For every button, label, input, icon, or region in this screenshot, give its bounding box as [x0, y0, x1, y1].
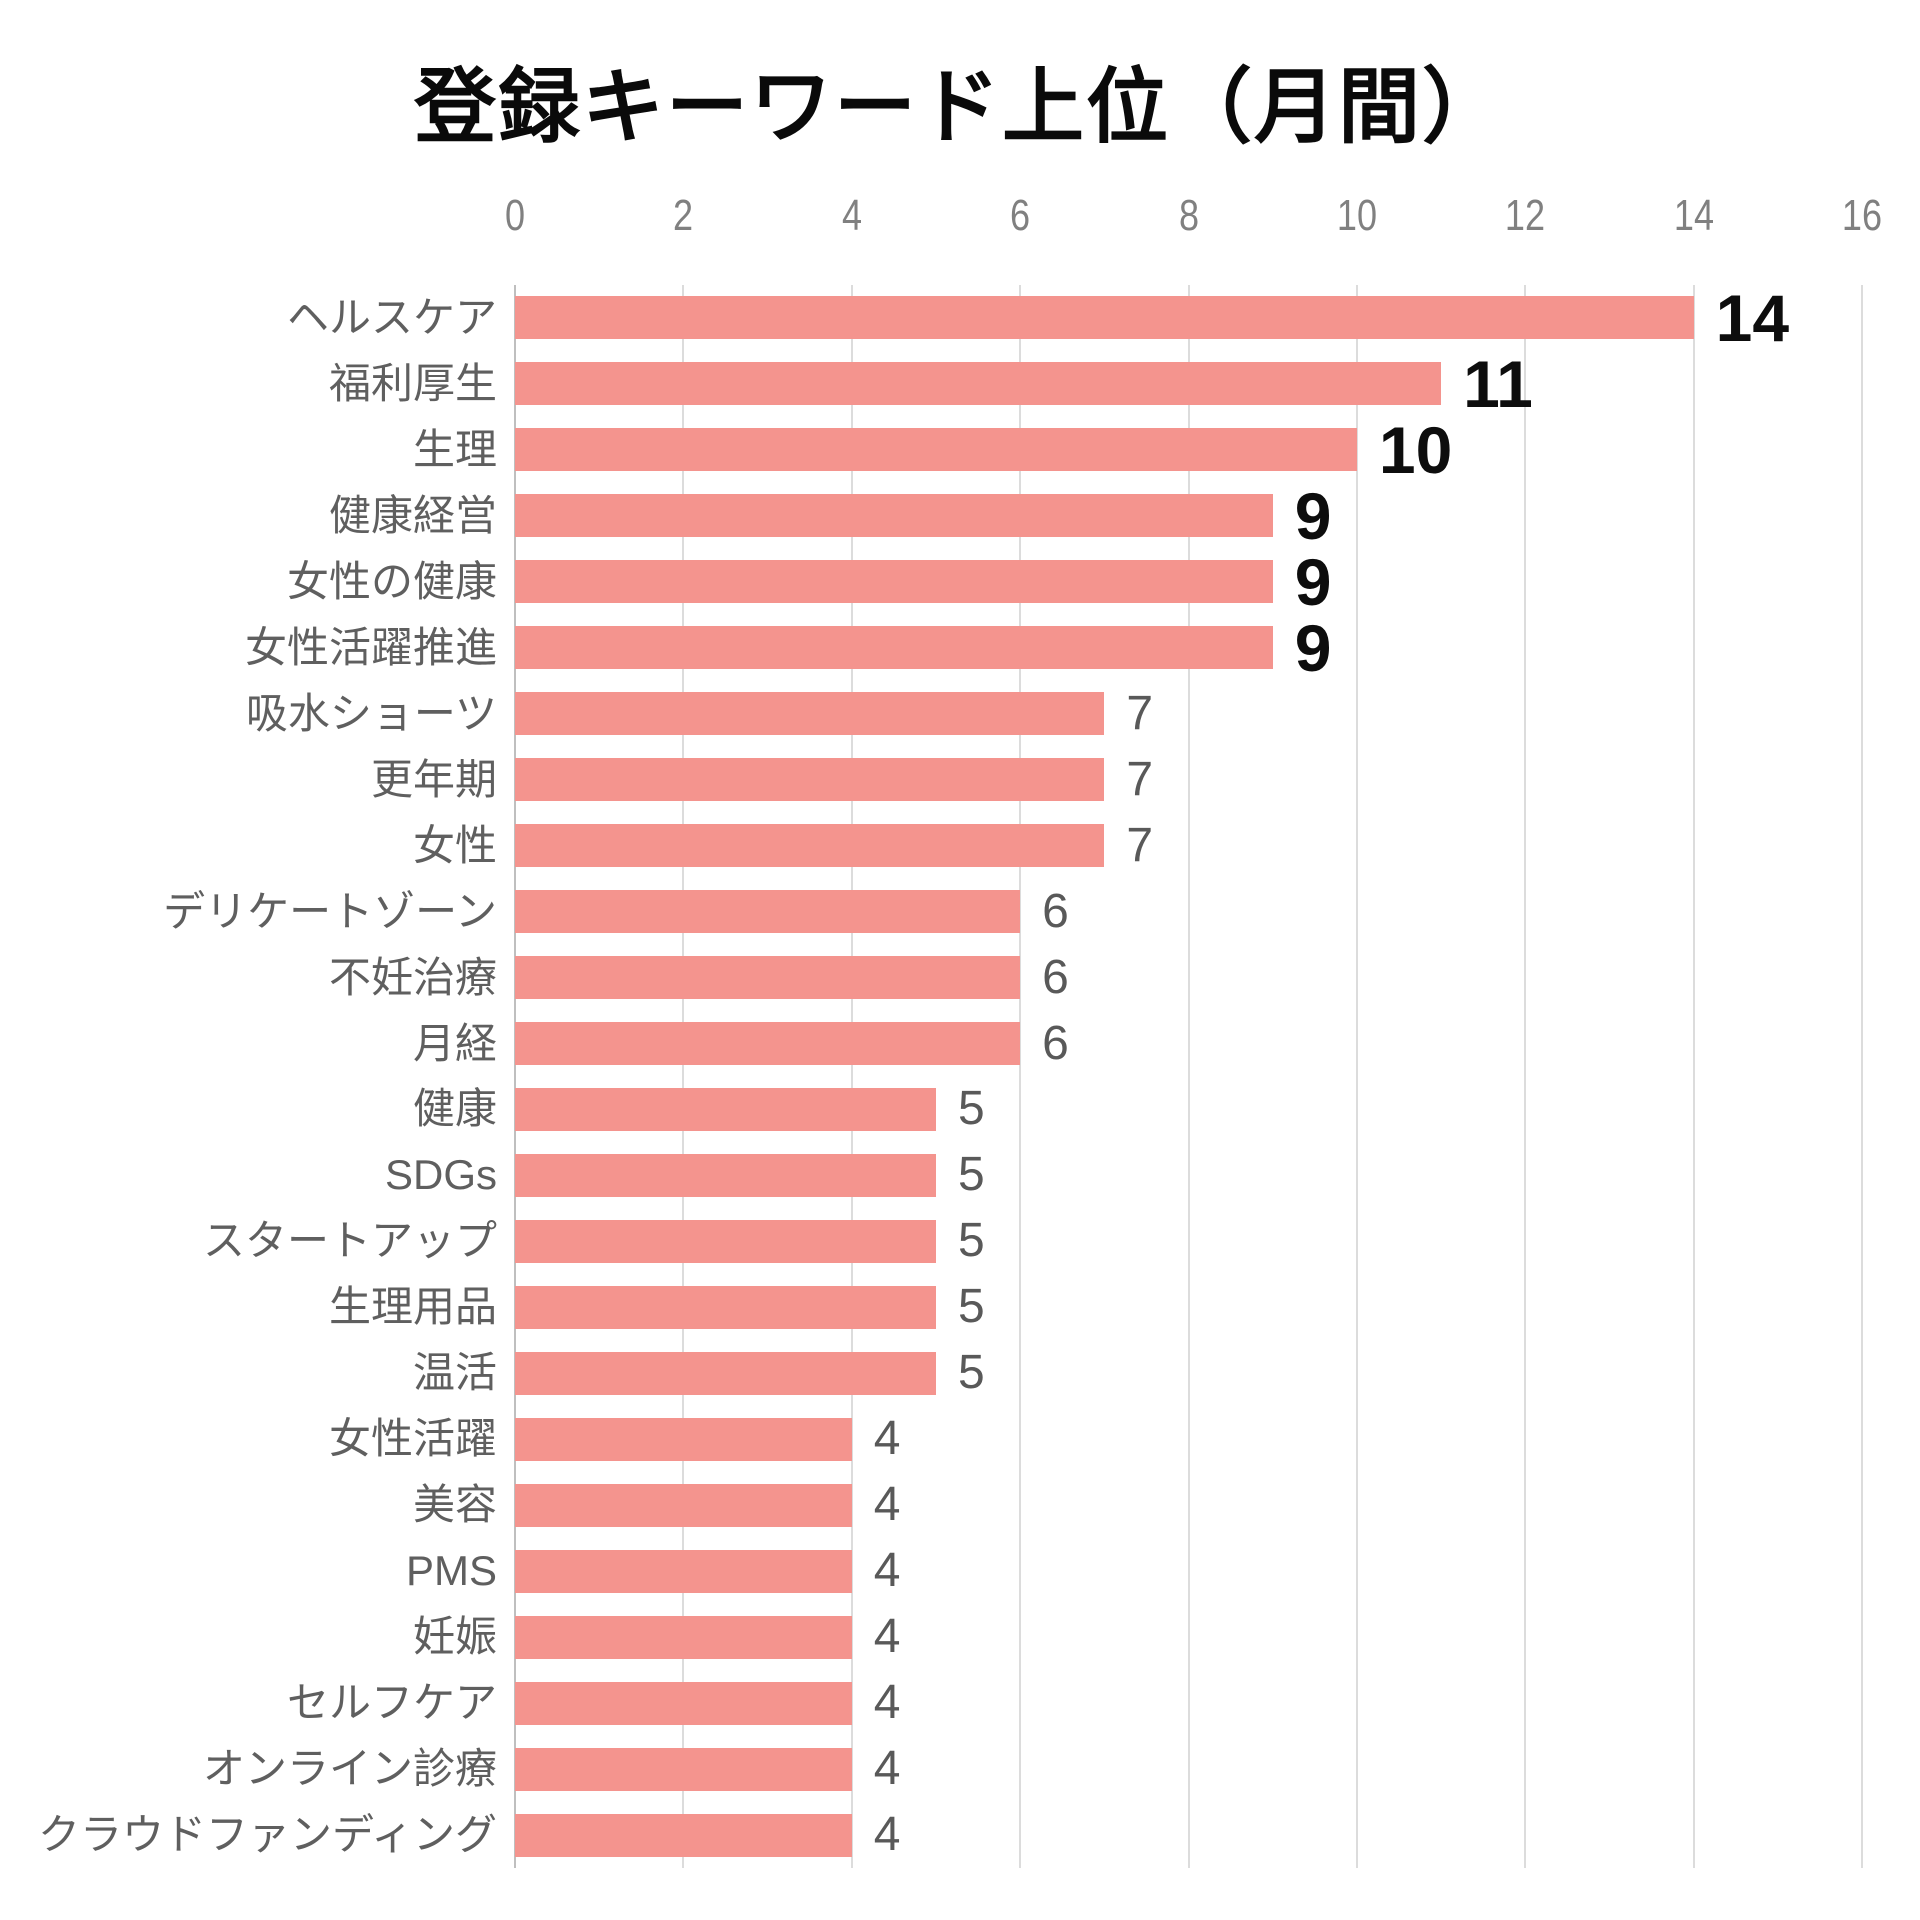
value-label: 4: [873, 1412, 901, 1466]
category-label: 更年期: [370, 755, 497, 803]
category-label: 月経: [412, 1019, 497, 1067]
value-label: 5: [957, 1346, 985, 1400]
value-label: 5: [957, 1148, 985, 1202]
category-label: PMS: [405, 1547, 497, 1595]
gridline: [1019, 285, 1022, 1868]
category-label: スタートアップ: [202, 1217, 497, 1265]
bar: [515, 428, 1357, 472]
category-label: デリケートゾーン: [163, 887, 497, 935]
value-label: 4: [873, 1676, 901, 1730]
category-label: 女性活躍推進: [244, 623, 497, 671]
bar: [515, 1022, 1021, 1066]
x-tick-label: 8: [1178, 191, 1199, 240]
value-label: 4: [873, 1610, 901, 1664]
gridline: [1355, 285, 1358, 1868]
gridline: [850, 285, 853, 1868]
gridline: [1187, 285, 1190, 1868]
category-label: 福利厚生: [328, 359, 497, 407]
bar: [515, 1615, 852, 1659]
gridline: [682, 285, 685, 1868]
bar: [515, 1219, 936, 1263]
value-label: 7: [1126, 686, 1154, 740]
gridline: [1692, 285, 1695, 1868]
bar: [515, 824, 1105, 868]
category-label: 美容: [412, 1481, 497, 1529]
bar: [515, 296, 1694, 340]
value-label: 10: [1378, 412, 1453, 487]
bar: [515, 1549, 852, 1593]
category-label: 健康経営: [328, 491, 497, 539]
x-tick-label: 12: [1505, 191, 1546, 240]
value-label: 5: [957, 1082, 985, 1136]
x-tick-label: 16: [1841, 191, 1883, 240]
gridline: [1524, 285, 1527, 1868]
category-label: 女性活躍: [328, 1415, 497, 1463]
value-label: 7: [1126, 818, 1154, 872]
bar: [515, 1483, 852, 1527]
bar: [515, 626, 1273, 670]
value-label: 14: [1715, 280, 1790, 355]
bar: [515, 692, 1105, 736]
category-label: SDGs: [384, 1151, 497, 1199]
value-label: 6: [1042, 1016, 1069, 1070]
value-label: 9: [1294, 610, 1332, 685]
category-label: オンライン診療: [202, 1745, 497, 1793]
category-label: 健康: [412, 1085, 497, 1133]
category-label: 生理: [412, 425, 497, 473]
value-label: 5: [957, 1280, 985, 1334]
value-label: 6: [1042, 950, 1069, 1004]
x-tick-label: 10: [1336, 191, 1377, 240]
bar: [515, 1087, 936, 1131]
bar: [515, 494, 1273, 538]
bar: [515, 1681, 852, 1725]
category-label: 温活: [412, 1349, 497, 1397]
bar: [515, 956, 1021, 1000]
bar: [515, 1285, 936, 1329]
value-label: 9: [1294, 544, 1332, 619]
category-label: クラウドファンディング: [37, 1811, 497, 1859]
category-label: 女性: [412, 821, 497, 869]
category-label: 吸水ショーツ: [245, 689, 497, 737]
category-label: 妊娠: [412, 1613, 497, 1661]
x-tick-label: 6: [1010, 191, 1031, 240]
x-tick-label: 2: [673, 191, 694, 240]
x-tick-label: 14: [1673, 191, 1714, 240]
bar: [515, 890, 1021, 934]
value-label: 6: [1042, 884, 1069, 938]
value-label: 4: [873, 1478, 901, 1532]
value-label: 4: [873, 1742, 901, 1796]
bar: [515, 560, 1273, 604]
bar: [515, 1813, 852, 1857]
value-label: 11: [1463, 346, 1533, 421]
category-label: ヘルスケア: [286, 293, 497, 341]
value-label: 9: [1294, 478, 1332, 553]
bar: [515, 1417, 852, 1461]
chart-title: 登録キーワード上位（月間）: [413, 62, 1506, 153]
value-label: 4: [873, 1808, 901, 1862]
bar: [515, 1747, 852, 1791]
bar: [515, 758, 1105, 802]
y-axis-line: [514, 285, 516, 1868]
category-label: 生理用品: [328, 1283, 497, 1331]
category-label: セルフケア: [286, 1679, 497, 1727]
value-label: 7: [1126, 752, 1154, 806]
bar: [515, 362, 1442, 406]
value-label: 5: [957, 1214, 985, 1268]
gridline: [1861, 285, 1863, 1868]
x-tick-label: 0: [504, 191, 526, 240]
x-tick-label: 4: [841, 191, 862, 240]
value-label: 4: [873, 1544, 901, 1598]
category-label: 不妊治療: [328, 953, 497, 1001]
bar: [515, 1153, 936, 1197]
bar: [515, 1351, 936, 1395]
category-label: 女性の健康: [286, 557, 497, 605]
